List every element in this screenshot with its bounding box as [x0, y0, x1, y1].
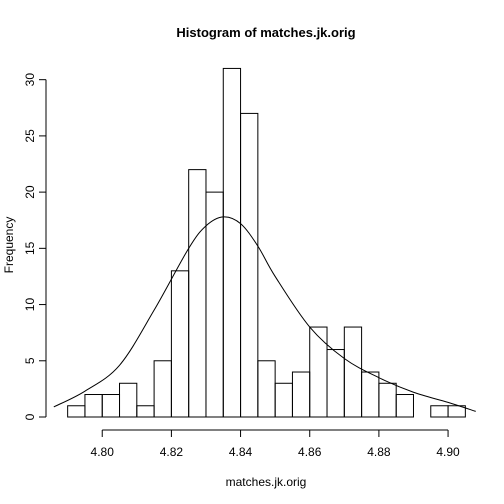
density-curve: [53, 216, 476, 412]
x-tick-label: 4.90: [436, 445, 460, 459]
histogram-bar: [153, 360, 172, 418]
histogram-bar: [291, 371, 311, 418]
histogram-bar: [447, 405, 466, 418]
x-axis: 4.80 4.82 4.84 4.86 4.88 4.90: [91, 429, 460, 459]
x-tick-label: 4.80: [91, 445, 115, 459]
bars-group: [67, 67, 466, 418]
histogram-bar: [378, 382, 397, 418]
y-tick-label: 10: [23, 298, 37, 312]
y-tick-label: 20: [23, 185, 37, 199]
histogram-bar: [170, 270, 190, 418]
histogram-bar: [136, 405, 155, 418]
x-tick-label: 4.82: [160, 445, 184, 459]
histogram-bar: [240, 112, 259, 418]
histogram-bar: [188, 169, 207, 418]
histogram-bar: [222, 67, 242, 418]
histogram-bar: [326, 349, 345, 418]
chart-title: Histogram of matches.jk.orig: [176, 25, 355, 40]
y-tick-label: 25: [23, 129, 37, 143]
y-axis-label: Frequency: [2, 217, 16, 274]
x-axis-label: matches.jk.orig: [226, 475, 307, 489]
curve-layer: [53, 216, 476, 412]
histogram-bar: [101, 394, 121, 418]
histogram-bar: [257, 360, 276, 418]
histogram-bar: [119, 382, 138, 418]
histogram-bar: [67, 405, 86, 418]
histogram-bar: [274, 382, 293, 418]
y-tick-label: 0: [23, 413, 37, 420]
y-axis: 0 5 10 15 20 25 30: [23, 73, 47, 420]
histogram-bar: [343, 326, 363, 418]
y-tick-label: 30: [23, 73, 37, 87]
histogram-bar: [395, 394, 414, 418]
histogram-bar: [205, 191, 224, 418]
x-tick-label: 4.88: [367, 445, 391, 459]
x-tick-label: 4.84: [229, 445, 253, 459]
x-tick-label: 4.86: [298, 445, 322, 459]
histogram-bar: [361, 371, 380, 418]
histogram-bar: [84, 394, 103, 418]
y-tick-label: 15: [23, 241, 37, 255]
histogram-bar: [430, 405, 449, 418]
histogram-bar: [309, 326, 328, 418]
y-tick-label: 5: [23, 357, 37, 364]
